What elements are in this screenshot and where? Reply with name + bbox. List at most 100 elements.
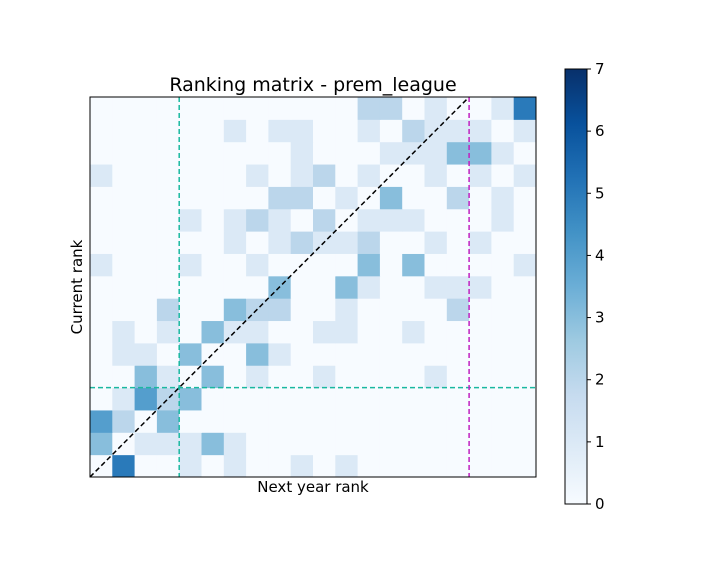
heatmap-cell xyxy=(379,387,403,411)
heatmap-cell xyxy=(402,409,425,433)
colorbar-tick-label: 2 xyxy=(595,371,605,389)
heatmap-cell xyxy=(402,231,425,254)
heatmap-cell xyxy=(335,387,359,411)
heatmap-cell xyxy=(513,454,537,478)
heatmap-cell xyxy=(469,186,492,210)
heatmap-cell xyxy=(90,320,113,344)
heatmap-cell xyxy=(469,164,492,187)
heatmap-cell xyxy=(246,409,269,433)
heatmap-cell xyxy=(513,253,537,277)
heatmap-cell xyxy=(223,387,247,411)
diagonal-reference-line xyxy=(89,96,470,478)
heatmap-cell xyxy=(179,164,202,187)
heatmap-cell xyxy=(201,275,225,299)
heatmap-cell xyxy=(90,409,113,433)
heatmap-cell xyxy=(290,141,314,165)
heatmap-cell xyxy=(90,387,113,411)
heatmap-cell xyxy=(446,432,470,456)
heatmap-cell xyxy=(313,119,336,143)
heatmap-cell xyxy=(335,97,359,120)
heatmap-cell xyxy=(313,253,336,277)
heatmap-cell xyxy=(446,119,470,143)
heatmap-cell xyxy=(424,275,448,299)
heatmap-cell xyxy=(424,342,448,366)
heatmap-cell xyxy=(179,186,202,210)
heatmap-cell xyxy=(379,208,403,232)
heatmap-cell xyxy=(446,141,470,165)
heatmap-cell xyxy=(424,253,448,277)
heatmap-cell xyxy=(357,164,381,187)
heatmap-cell xyxy=(90,275,113,299)
heatmap-cell xyxy=(246,141,269,165)
heatmap-cell xyxy=(313,409,336,433)
heatmap-cell xyxy=(357,365,381,389)
heatmap-cell xyxy=(424,231,448,254)
heatmap-cell xyxy=(134,208,158,232)
heatmap-cell xyxy=(246,97,269,120)
heatmap-cell xyxy=(290,186,314,210)
heatmap-cell xyxy=(290,320,314,344)
heatmap-cell xyxy=(134,164,158,187)
heatmap-cell xyxy=(201,186,225,210)
heatmap-cell xyxy=(179,253,202,277)
heatmap-cell xyxy=(491,454,515,478)
heatmap-cell xyxy=(268,141,292,165)
heatmap-cell xyxy=(179,365,202,389)
heatmap-cell xyxy=(379,342,403,366)
heatmap-cell xyxy=(446,208,470,232)
heatmap-cell xyxy=(246,253,269,277)
heatmap-cell xyxy=(268,231,292,254)
heatmap-cell xyxy=(513,365,537,389)
heatmap-cell xyxy=(246,454,269,478)
heatmap-cell xyxy=(513,186,537,210)
heatmap-cell xyxy=(513,320,537,344)
heatmap-cell xyxy=(469,208,492,232)
heatmap-cell xyxy=(201,342,225,366)
heatmap-cell xyxy=(112,208,136,232)
heatmap-cell xyxy=(513,432,537,456)
heatmap-cell xyxy=(134,186,158,210)
heatmap-cell xyxy=(134,387,158,411)
heatmap-cell xyxy=(179,454,202,478)
heatmap-cell xyxy=(223,432,247,456)
colorbar xyxy=(564,68,588,505)
heatmap-cell xyxy=(491,208,515,232)
heatmap-cell xyxy=(290,298,314,322)
heatmap-cell xyxy=(201,454,225,478)
heatmap-cell xyxy=(491,298,515,322)
heatmap-cell xyxy=(513,208,537,232)
heatmap-cell xyxy=(156,119,180,143)
heatmap-cell xyxy=(446,409,470,433)
heatmap-cell xyxy=(469,409,492,433)
heatmap-cell xyxy=(402,208,425,232)
heatmap-cell xyxy=(201,432,225,456)
heatmap-cell xyxy=(268,365,292,389)
heatmap-cell xyxy=(357,320,381,344)
heatmap-cell xyxy=(402,342,425,366)
heatmap-cell xyxy=(156,164,180,187)
heatmap-cell xyxy=(112,253,136,277)
heatmap-cell xyxy=(156,387,180,411)
heatmap-cell xyxy=(223,454,247,478)
colorbar-tick-label: 5 xyxy=(595,184,605,202)
heatmap-cell xyxy=(491,275,515,299)
heatmap-cell xyxy=(112,231,136,254)
heatmap-cell xyxy=(513,141,537,165)
heatmap-cell xyxy=(268,409,292,433)
heatmap-cell xyxy=(357,432,381,456)
heatmap-cell xyxy=(491,164,515,187)
heatmap-cell xyxy=(179,409,202,433)
heatmap-cell xyxy=(201,141,225,165)
heatmap-cell xyxy=(402,432,425,456)
heatmap-cell xyxy=(112,186,136,210)
heatmap-cell xyxy=(201,119,225,143)
heatmap-cell xyxy=(112,97,136,120)
heatmap-cell xyxy=(223,141,247,165)
heatmap-cell xyxy=(402,454,425,478)
heatmap-cell xyxy=(112,141,136,165)
heatmap-cell xyxy=(134,275,158,299)
heatmap-cell xyxy=(112,342,136,366)
heatmap-cell xyxy=(290,387,314,411)
heatmap-cell xyxy=(424,186,448,210)
heatmap-cell xyxy=(313,387,336,411)
